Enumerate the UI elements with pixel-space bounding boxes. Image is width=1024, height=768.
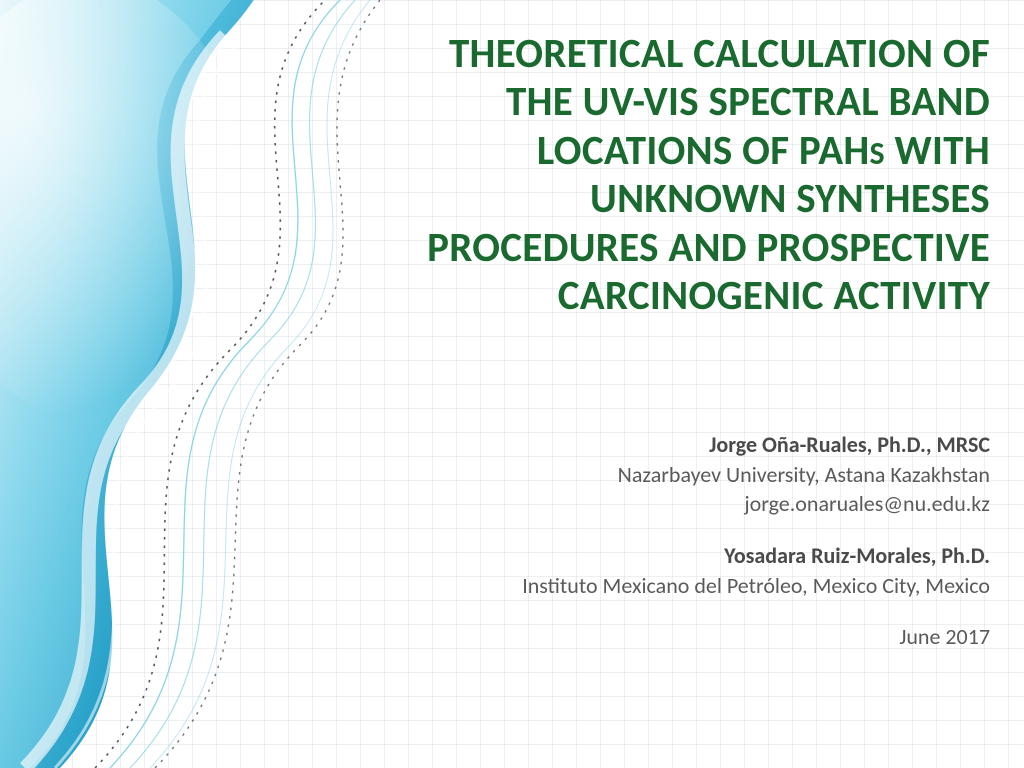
- title-block: THEORETICAL CALCULATION OF THE UV-VIS SP…: [270, 30, 990, 320]
- author-affiliation: Nazarbayev University, Astana Kazakhstan: [350, 460, 990, 490]
- presentation-date: June 2017: [350, 622, 990, 652]
- author-email: jorge.onaruales@nu.edu.kz: [350, 489, 990, 519]
- spacer: [350, 519, 990, 541]
- title-line: UNKNOWN SYNTHESES: [590, 174, 990, 224]
- slide: THEORETICAL CALCULATION OF THE UV-VIS SP…: [0, 0, 1024, 768]
- title-line: LOCATIONS OF PAH: [537, 126, 870, 176]
- title-line: CARCINOGENIC ACTIVITY: [558, 271, 990, 321]
- slide-title: THEORETICAL CALCULATION OF THE UV-VIS SP…: [270, 30, 990, 320]
- title-line: PROCEDURES AND PROSPECTIVE: [427, 223, 990, 273]
- title-line: THEORETICAL CALCULATION OF: [449, 29, 990, 79]
- author-affiliation: Instituto Mexicano del Petróleo, Mexico …: [350, 571, 990, 601]
- title-small-s: S: [870, 134, 885, 173]
- author-name: Jorge Oña-Ruales, Ph.D., MRSC: [350, 430, 990, 460]
- author-name: Yosadara Ruiz-Morales, Ph.D.: [350, 541, 990, 571]
- title-line: WITH: [885, 126, 990, 176]
- title-line: THE UV-VIS SPECTRAL BAND: [506, 77, 990, 127]
- authors-block: Jorge Oña-Ruales, Ph.D., MRSC Nazarbayev…: [350, 430, 990, 652]
